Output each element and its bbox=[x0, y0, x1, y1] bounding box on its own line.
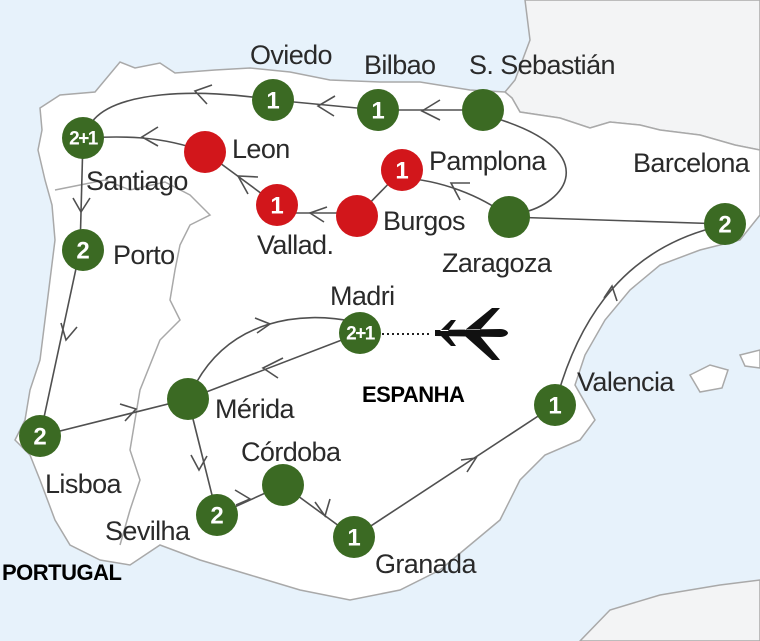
arrow-icon bbox=[420, 99, 441, 121]
stop-zaragoza[interactable]: Zaragoza bbox=[442, 196, 553, 278]
stop-marker[interactable] bbox=[339, 312, 381, 354]
stop-marker[interactable] bbox=[381, 149, 423, 191]
stop-marker[interactable] bbox=[357, 89, 399, 131]
arrow-icon bbox=[193, 84, 213, 105]
nights-badge: 2 bbox=[718, 212, 731, 239]
arrow-icon bbox=[234, 489, 252, 506]
stop-porto[interactable]: 2 Porto bbox=[62, 229, 175, 271]
arrow-icon bbox=[60, 322, 78, 342]
stop-marker[interactable] bbox=[534, 384, 576, 426]
city-label: Vallad. bbox=[257, 230, 333, 260]
city-label: Leon bbox=[232, 134, 290, 164]
country-label-portugal: PORTUGAL bbox=[2, 560, 122, 585]
stop-marker[interactable] bbox=[184, 131, 226, 173]
city-label: Barcelona bbox=[633, 148, 751, 178]
stop-vallad[interactable]: 1 Vallad. bbox=[256, 184, 334, 260]
nights-badge: 2 bbox=[76, 238, 89, 265]
city-label: Valencia bbox=[577, 367, 675, 397]
nights-badge: 2 bbox=[33, 424, 46, 451]
city-label: Oviedo bbox=[250, 40, 332, 70]
stop-merida[interactable]: Mérida bbox=[167, 378, 296, 424]
balearic-islands bbox=[688, 349, 760, 393]
route-oviedo-santiago bbox=[89, 92, 274, 126]
africa-land bbox=[578, 579, 760, 641]
nights-badge: 1 bbox=[266, 88, 279, 115]
city-label: Sevilha bbox=[105, 516, 191, 546]
city-label: Pamplona bbox=[429, 146, 547, 176]
city-label: Porto bbox=[113, 240, 175, 270]
nights-badge: 1 bbox=[347, 525, 360, 552]
arrow-icon bbox=[140, 126, 159, 147]
nights-badge: 2 bbox=[210, 503, 223, 530]
stop-marker[interactable] bbox=[167, 378, 209, 420]
city-label: Zaragoza bbox=[442, 248, 553, 278]
arrow-icon bbox=[314, 498, 331, 518]
stop-marker[interactable] bbox=[462, 89, 504, 131]
stop-santiago[interactable]: 2+1 Santiago bbox=[62, 117, 188, 196]
nights-badge: 2+1 bbox=[69, 129, 99, 150]
stop-barcelona[interactable]: 2 Barcelona bbox=[633, 148, 751, 245]
portugal-border bbox=[54, 179, 212, 546]
stop-marker[interactable] bbox=[704, 203, 746, 245]
route-zaragoza-barcelona bbox=[508, 216, 726, 225]
nights-badge: 1 bbox=[270, 193, 283, 220]
stop-oviedo[interactable]: 1 Oviedo bbox=[250, 40, 333, 121]
airplane-icon bbox=[435, 308, 508, 360]
nights-badge: 1 bbox=[395, 158, 408, 185]
arrow-icon bbox=[449, 182, 470, 201]
arrow-icon bbox=[254, 317, 272, 334]
stop-marker[interactable] bbox=[252, 79, 294, 121]
stop-burgos[interactable]: Burgos bbox=[336, 195, 466, 237]
stop-cordoba[interactable]: Córdoba bbox=[241, 437, 343, 506]
stop-marker[interactable] bbox=[19, 415, 61, 457]
route-granada-valencia bbox=[353, 404, 556, 538]
arrow-icon bbox=[316, 95, 336, 117]
stop-marker[interactable] bbox=[196, 494, 238, 536]
stop-marker[interactable] bbox=[333, 516, 375, 558]
arrow-icon bbox=[460, 456, 478, 473]
stop-sevilha[interactable]: 2 Sevilha bbox=[105, 494, 238, 546]
arrow-icon bbox=[236, 175, 259, 195]
route-madri-merida bbox=[187, 332, 361, 400]
stop-marker[interactable] bbox=[62, 229, 104, 271]
arrow-icon bbox=[308, 206, 328, 223]
stop-madri[interactable]: 2+1 Madri bbox=[330, 281, 395, 354]
arrow-icon bbox=[190, 454, 208, 472]
arrow-icon bbox=[603, 284, 618, 302]
city-label: Granada bbox=[375, 549, 477, 579]
country-label-spain: ESPANHA bbox=[362, 382, 465, 407]
stop-marker[interactable] bbox=[62, 117, 104, 159]
arrow-icon bbox=[119, 403, 138, 422]
city-label: Bilbao bbox=[364, 50, 435, 80]
stop-leon[interactable]: Leon bbox=[184, 131, 290, 173]
stop-bilbao[interactable]: 1 Bilbao bbox=[357, 50, 436, 131]
city-label: Lisboa bbox=[45, 469, 123, 499]
city-label: Santiago bbox=[86, 166, 188, 196]
arrow-icon bbox=[72, 197, 91, 214]
city-label: S. Sebastián bbox=[469, 50, 615, 80]
stop-marker[interactable] bbox=[262, 464, 304, 506]
city-label: Mérida bbox=[215, 394, 296, 424]
arrow-icon bbox=[261, 357, 284, 379]
stop-marker[interactable] bbox=[336, 195, 378, 237]
city-label: Burgos bbox=[383, 206, 465, 236]
stop-marker[interactable] bbox=[256, 184, 298, 226]
stop-lisboa[interactable]: 2 Lisboa bbox=[19, 415, 123, 499]
nights-badge: 1 bbox=[371, 98, 384, 125]
city-label: Madri bbox=[330, 281, 395, 311]
city-label: Córdoba bbox=[241, 437, 342, 467]
stop-pamplona[interactable]: 1 Pamplona bbox=[381, 146, 548, 191]
stop-granada[interactable]: 1 Granada bbox=[333, 516, 478, 579]
stop-sebastian[interactable]: S. Sebastián bbox=[462, 50, 616, 131]
route-barcelona-valencia bbox=[554, 227, 713, 406]
route-lisboa-merida bbox=[39, 398, 189, 437]
route-sebastian-zaragoza bbox=[494, 117, 567, 213]
stop-marker[interactable] bbox=[488, 196, 530, 238]
stop-valencia[interactable]: 1 Valencia bbox=[534, 367, 676, 426]
nights-badge: 2+1 bbox=[346, 324, 376, 345]
route-porto-lisboa bbox=[39, 249, 81, 437]
nights-badge: 1 bbox=[548, 393, 561, 420]
